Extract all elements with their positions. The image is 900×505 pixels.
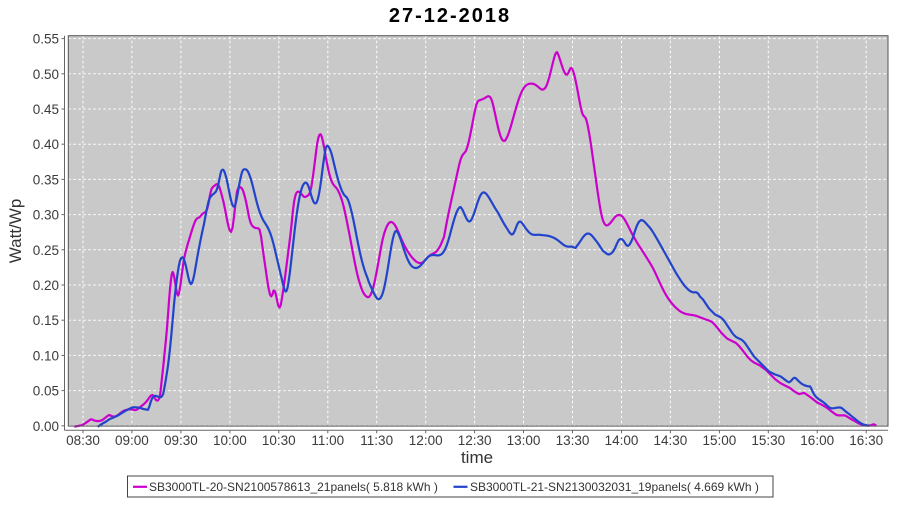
- svg-text:09:00: 09:00: [115, 433, 149, 448]
- svg-text:08:30: 08:30: [66, 433, 100, 448]
- svg-text:Watt/Wp: Watt/Wp: [6, 199, 25, 264]
- svg-text:10:30: 10:30: [262, 433, 296, 448]
- svg-text:time: time: [461, 448, 493, 467]
- svg-text:13:30: 13:30: [556, 433, 590, 448]
- svg-text:12:30: 12:30: [458, 433, 492, 448]
- svg-text:14:00: 14:00: [605, 433, 639, 448]
- svg-text:14:30: 14:30: [654, 433, 688, 448]
- svg-text:10:00: 10:00: [213, 433, 247, 448]
- svg-text:12:00: 12:00: [409, 433, 443, 448]
- svg-text:0.25: 0.25: [33, 243, 59, 258]
- svg-text:11:30: 11:30: [360, 433, 393, 448]
- svg-text:15:00: 15:00: [703, 433, 737, 448]
- svg-text:27-12-2018: 27-12-2018: [389, 5, 511, 27]
- svg-text:SB3000TL-20-SN2100578613_21pan: SB3000TL-20-SN2100578613_21panels( 5.818…: [149, 480, 438, 494]
- svg-text:15:30: 15:30: [751, 433, 785, 448]
- svg-text:16:30: 16:30: [849, 433, 883, 448]
- svg-text:09:30: 09:30: [164, 433, 198, 448]
- svg-text:0.55: 0.55: [33, 32, 59, 47]
- svg-text:16:00: 16:00: [800, 433, 834, 448]
- svg-text:0.10: 0.10: [33, 348, 59, 363]
- svg-text:SB3000TL-21-SN2130032031_19pan: SB3000TL-21-SN2130032031_19panels( 4.669…: [470, 480, 759, 494]
- svg-text:13:00: 13:00: [507, 433, 541, 448]
- svg-text:0.20: 0.20: [33, 278, 59, 293]
- svg-text:0.30: 0.30: [33, 208, 59, 223]
- svg-text:0.00: 0.00: [33, 419, 59, 434]
- svg-text:0.15: 0.15: [33, 313, 59, 328]
- svg-text:0.05: 0.05: [33, 384, 59, 399]
- svg-text:0.40: 0.40: [33, 137, 59, 152]
- svg-text:0.35: 0.35: [33, 172, 59, 187]
- svg-text:0.45: 0.45: [33, 102, 59, 117]
- svg-text:11:00: 11:00: [311, 433, 344, 448]
- svg-text:0.50: 0.50: [33, 67, 59, 82]
